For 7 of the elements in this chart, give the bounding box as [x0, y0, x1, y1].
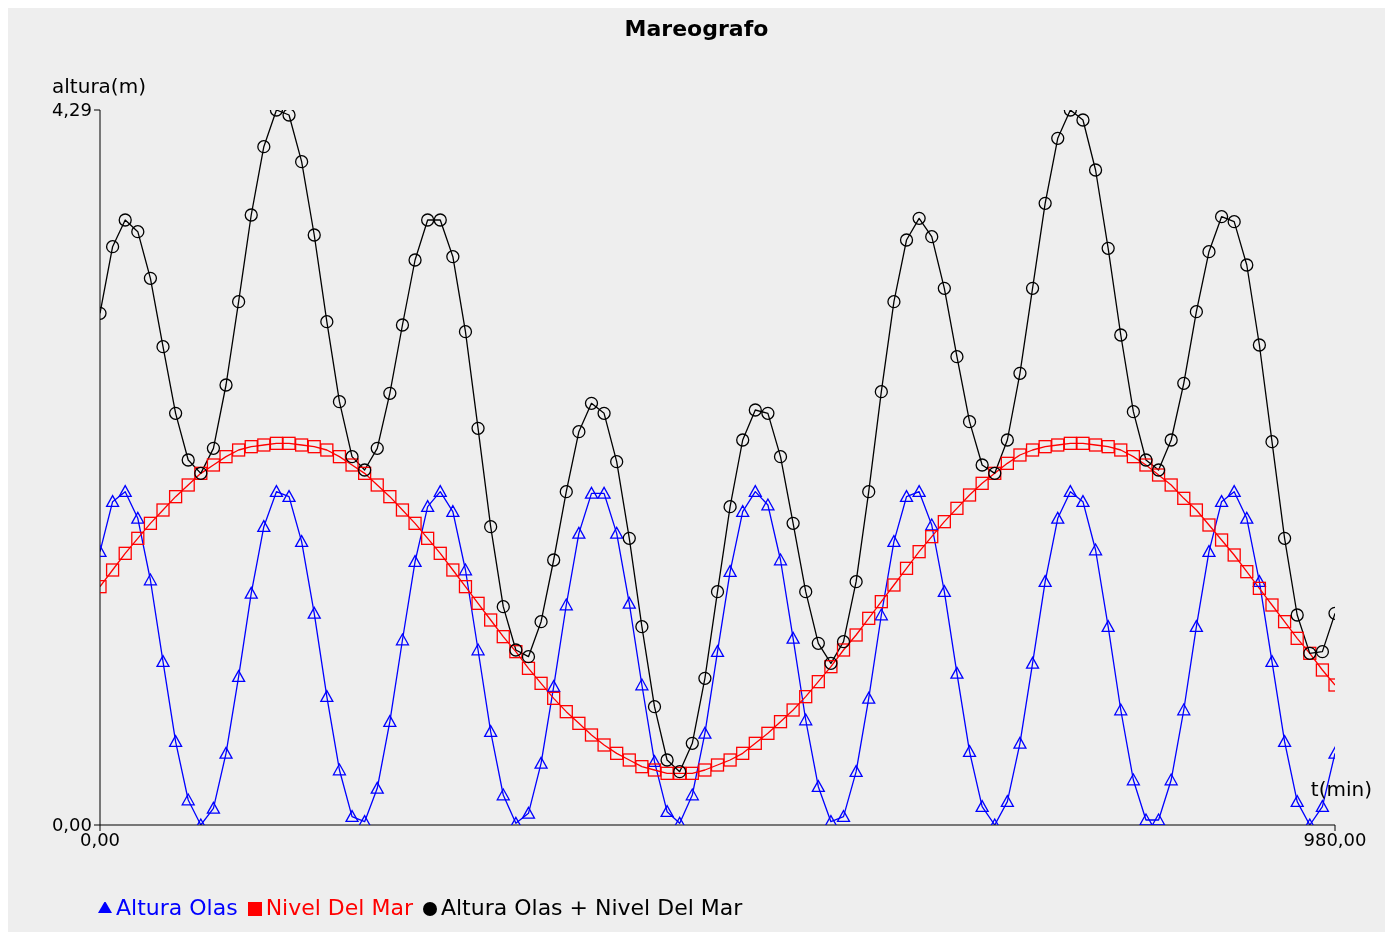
- y-axis-title: altura(m): [52, 74, 146, 98]
- legend-label: Nivel Del Mar: [265, 895, 413, 920]
- x-tick-label: 980,00: [1303, 828, 1367, 850]
- legend-label: Altura Olas: [116, 895, 238, 920]
- y-tick-label: 4,29: [51, 99, 92, 121]
- legend-label: Altura Olas + Nivel Del Mar: [440, 895, 743, 920]
- chart-title: Mareografo: [623, 15, 770, 43]
